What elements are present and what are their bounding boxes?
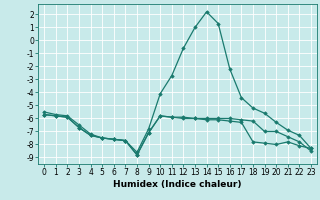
X-axis label: Humidex (Indice chaleur): Humidex (Indice chaleur) [113, 180, 242, 189]
